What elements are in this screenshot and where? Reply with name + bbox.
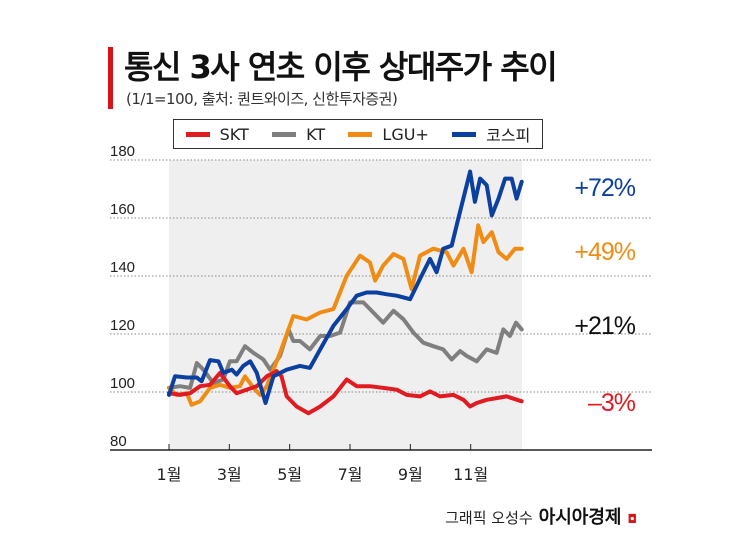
y-tick-label: 100 <box>110 375 135 392</box>
legend-label: KT <box>306 124 326 144</box>
series-line-코스피 <box>167 169 524 405</box>
x-tick-label: 3월 <box>217 465 242 484</box>
end-value-label: +21% <box>574 312 635 340</box>
credit: 그래픽 오성수 아시아경제 ◘ <box>445 503 637 529</box>
legend-swatch <box>272 131 297 137</box>
legend: SKT KT LGU+ 코스피 <box>173 119 543 149</box>
end-value-label: +49% <box>574 238 635 266</box>
brand-mark-icon: ◘ <box>627 512 638 526</box>
x-tick-label: 11월 <box>453 465 488 484</box>
legend-item-kospi: 코스피 <box>452 122 530 146</box>
credit-text: 그래픽 오성수 <box>445 509 533 527</box>
series-line-LGU+ <box>167 223 524 407</box>
y-tick-label: 140 <box>110 259 135 276</box>
legend-item-lgu: LGU+ <box>348 124 429 144</box>
end-value-label: –3% <box>588 389 636 417</box>
legend-label: 코스피 <box>486 126 531 145</box>
x-tick-label: 7월 <box>338 465 363 484</box>
chart-title: 통신 3사 연초 이후 상대주가 추이 <box>124 48 558 86</box>
x-tick-label: 9월 <box>398 465 423 484</box>
x-tick-label: 1월 <box>157 465 182 484</box>
y-tick-label: 120 <box>110 317 135 334</box>
y-tick-label: 180 <box>110 143 135 160</box>
legend-swatch <box>452 131 477 137</box>
legend-item-skt: SKT <box>185 124 249 144</box>
y-tick-label: 80 <box>110 433 127 450</box>
legend-swatch <box>348 131 373 137</box>
series-line-KT <box>167 300 524 390</box>
brand-logo: 아시아경제 <box>538 507 622 528</box>
chart-subtitle: (1/1=100, 출처: 퀀트와이즈, 신한투자증권) <box>126 90 398 108</box>
title-accent-bar <box>108 47 113 109</box>
end-value-label: +72% <box>574 174 635 202</box>
legend-label: SKT <box>219 124 249 144</box>
y-tick-label: 160 <box>110 201 135 218</box>
legend-label: LGU+ <box>382 124 429 144</box>
series-line-SKT <box>167 369 524 416</box>
legend-swatch <box>185 131 210 137</box>
x-tick-label: 5월 <box>277 465 302 484</box>
legend-item-kt: KT <box>272 125 325 144</box>
